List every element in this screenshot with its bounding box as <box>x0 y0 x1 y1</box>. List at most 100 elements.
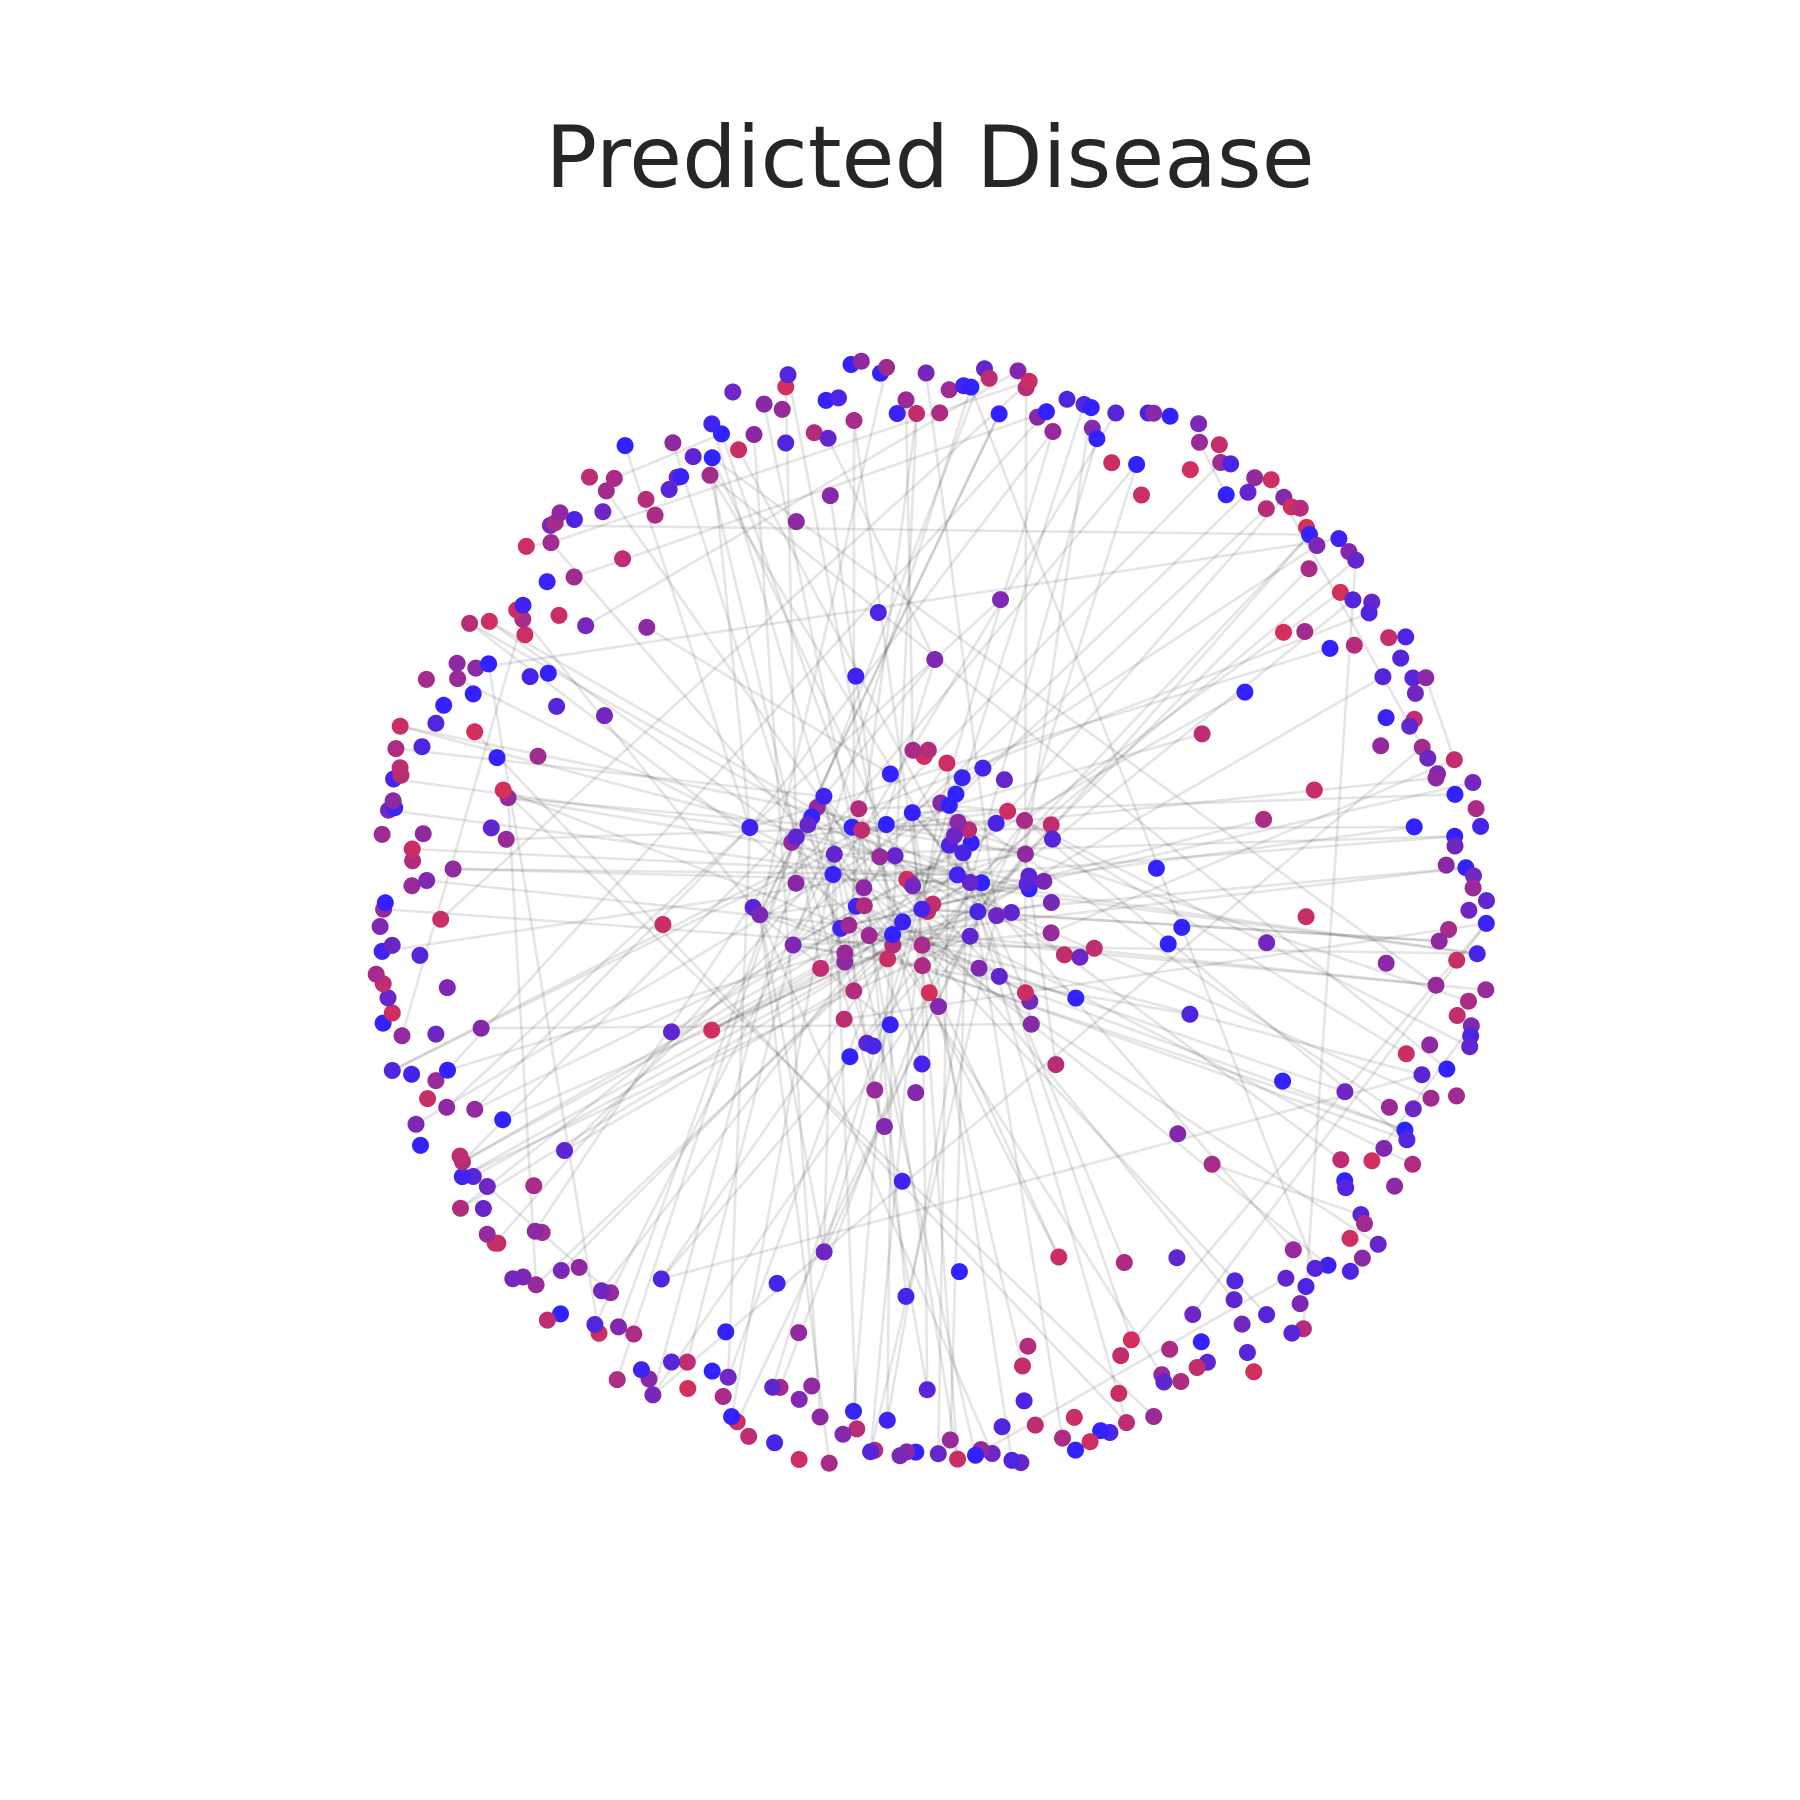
graph-node <box>888 405 906 422</box>
graph-node <box>871 848 889 866</box>
graph-edge <box>911 762 948 814</box>
graph-edge <box>911 544 1318 814</box>
graph-node <box>841 1048 859 1066</box>
graph-node <box>1478 892 1495 910</box>
graph-node <box>1050 1248 1068 1266</box>
graph-edge <box>445 826 751 1109</box>
graph-node <box>835 1010 853 1028</box>
graph-node <box>556 1142 573 1159</box>
graph-edge <box>472 943 894 1178</box>
graph-node <box>452 1199 469 1217</box>
graph-node <box>824 866 842 883</box>
graph-edge <box>749 598 1002 829</box>
graph-node <box>1404 1100 1422 1118</box>
graph-node <box>570 1258 588 1276</box>
graph-edge <box>810 816 846 963</box>
graph-node <box>855 897 873 915</box>
graph-edge <box>867 935 924 1065</box>
graph-node <box>717 1323 735 1341</box>
graph-edge <box>709 474 1448 1071</box>
graph-node <box>992 591 1009 609</box>
graph-node <box>1345 636 1363 654</box>
graph-node <box>877 816 895 833</box>
graph-node <box>466 723 484 741</box>
graph-node <box>581 468 598 486</box>
graph-edge <box>461 881 971 1163</box>
graph-node <box>494 781 512 799</box>
graph-edge <box>921 598 1354 947</box>
graph-node <box>840 916 858 934</box>
graph-edge <box>920 802 943 910</box>
graph-node <box>1341 1262 1359 1280</box>
graph-node <box>383 1062 401 1079</box>
graph-node <box>904 877 922 895</box>
graph-edge <box>1023 819 1471 1048</box>
graph-edge <box>848 923 1437 987</box>
graph-node <box>1255 810 1273 828</box>
graph-node <box>1245 1363 1263 1381</box>
graph-node <box>913 957 931 975</box>
graph-node <box>903 804 921 822</box>
graph-edge <box>730 854 836 1417</box>
graph-node <box>1336 1083 1354 1101</box>
graph-edge <box>911 812 959 1460</box>
graph-node <box>438 1098 456 1116</box>
graph-node <box>1465 867 1482 885</box>
graph-node <box>990 967 1008 985</box>
graph-node <box>1107 404 1125 422</box>
graph-node <box>980 369 998 387</box>
graph-edge <box>862 886 1329 1267</box>
graph-node <box>819 429 837 447</box>
graph-node <box>1044 830 1061 848</box>
graph-edge <box>793 934 971 947</box>
graph-edge <box>911 811 1469 1003</box>
graph-node <box>654 916 672 933</box>
graph-node <box>864 1037 882 1055</box>
graph-node <box>1291 499 1309 517</box>
graph-node <box>1181 1005 1199 1023</box>
graph-node <box>412 1136 429 1154</box>
graph-node <box>552 1262 570 1279</box>
graph-node <box>1022 1015 1040 1033</box>
graph-node <box>999 802 1017 820</box>
graph-node <box>403 877 421 895</box>
graph-node <box>379 989 397 1007</box>
graph-edge <box>807 823 1028 886</box>
graph-node <box>1159 935 1177 953</box>
graph-edge <box>792 943 846 955</box>
graph-edge <box>794 836 886 1127</box>
graph-node <box>723 1408 741 1426</box>
graph-node <box>1155 1373 1173 1391</box>
graph-node <box>995 771 1013 789</box>
graph-edge <box>415 804 950 1126</box>
graph-edge <box>904 399 915 751</box>
graph-node <box>1217 486 1235 504</box>
graph-node <box>1448 1087 1465 1105</box>
graph-node <box>805 424 823 442</box>
graph-node <box>597 482 615 500</box>
graph-node <box>1464 774 1482 791</box>
graph-node <box>970 959 988 977</box>
graph-edge <box>1424 677 1456 761</box>
graph-node <box>1161 1340 1179 1358</box>
graph-node <box>637 490 655 508</box>
graph-edge <box>605 490 924 946</box>
graph-node <box>879 950 897 968</box>
graph-node <box>954 844 972 862</box>
graph-edge <box>902 910 978 924</box>
graph-node <box>1427 769 1445 787</box>
graph-node <box>1128 456 1146 473</box>
graph-node <box>1275 623 1292 641</box>
graph-node <box>1169 1125 1187 1143</box>
graph-node <box>703 449 721 467</box>
graph-node <box>834 1425 852 1443</box>
graph-edge <box>660 944 894 1280</box>
graph-node <box>897 391 915 409</box>
graph-node <box>605 469 623 487</box>
graph-edge <box>969 386 1317 1269</box>
graph-edge <box>593 853 836 1326</box>
graph-node <box>586 1316 604 1333</box>
graph-node <box>1054 1429 1071 1447</box>
graph-node <box>449 670 467 688</box>
graph-node <box>1461 1038 1479 1056</box>
